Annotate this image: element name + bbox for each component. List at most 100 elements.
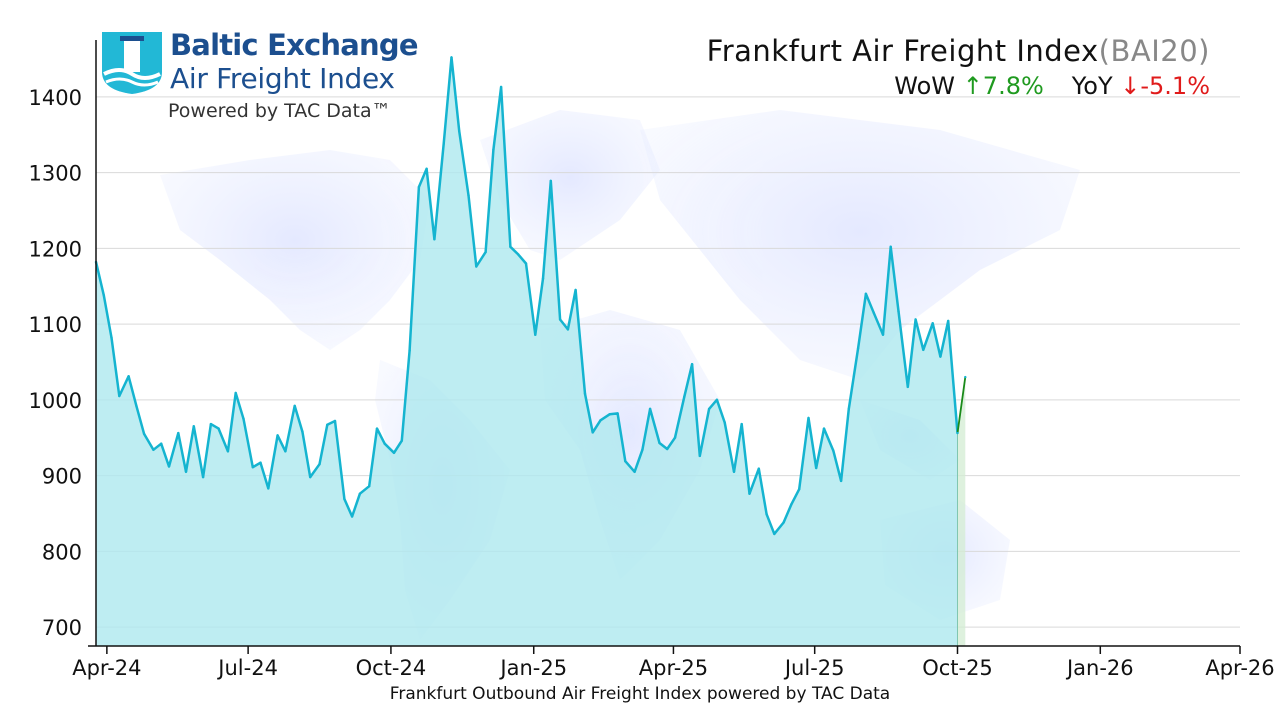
- data-point: [740, 422, 743, 426]
- data-point: [732, 470, 736, 473]
- y-tick-label: 1200: [29, 237, 82, 261]
- data-point: [872, 311, 875, 314]
- data-point: [499, 85, 503, 89]
- data-point: [102, 294, 106, 297]
- data-point: [242, 417, 245, 420]
- data-point: [450, 56, 453, 59]
- data-point: [666, 447, 669, 451]
- y-tick-label: 1000: [29, 389, 82, 413]
- data-point: [931, 322, 934, 325]
- data-point: [408, 349, 411, 352]
- x-tick-label: Oct-24: [356, 656, 427, 680]
- data-point: [757, 467, 760, 470]
- data-point: [624, 460, 627, 463]
- data-point: [748, 492, 751, 495]
- data-point: [160, 442, 163, 445]
- data-point: [152, 448, 155, 451]
- data-point: [475, 265, 478, 268]
- data-point: [524, 262, 528, 265]
- data-point: [343, 497, 346, 501]
- data-point: [566, 328, 570, 331]
- data-point: [301, 430, 304, 433]
- data-point: [790, 503, 793, 506]
- wow-label: WoW: [894, 72, 956, 100]
- data-point: [127, 375, 130, 378]
- data-point: [673, 436, 677, 439]
- data-point: [658, 441, 661, 445]
- data-point: [773, 532, 776, 536]
- x-tick-label: Jul-24: [216, 656, 278, 680]
- data-point: [683, 395, 686, 398]
- data-point: [815, 466, 818, 470]
- y-tick-label: 900: [42, 465, 82, 489]
- data-point: [484, 250, 487, 254]
- data-point: [458, 129, 461, 133]
- series-area-fill: [96, 57, 958, 646]
- data-point: [425, 167, 428, 170]
- data-point: [442, 142, 445, 145]
- data-point: [517, 253, 520, 256]
- data-point: [368, 485, 371, 488]
- data-point: [375, 427, 379, 430]
- data-point: [267, 487, 270, 490]
- data-point: [400, 439, 403, 442]
- data-point: [192, 425, 195, 428]
- data-point: [648, 407, 652, 411]
- data-point: [897, 310, 900, 313]
- data-point: [110, 336, 113, 339]
- baltic-exchange-logo: Baltic Exchange Air Freight Index Powere…: [100, 28, 430, 128]
- data-point: [939, 355, 942, 358]
- data-point: [358, 492, 362, 495]
- data-point: [318, 463, 321, 466]
- data-point: [217, 427, 220, 430]
- data-point: [142, 432, 146, 436]
- x-tick-label: Jul-25: [783, 656, 845, 680]
- y-tick-label: 1300: [29, 162, 82, 186]
- data-point: [509, 245, 512, 248]
- y-tick-label: 1100: [29, 313, 82, 337]
- lighthouse-logo-icon: [102, 32, 162, 94]
- data-point: [326, 423, 329, 426]
- x-tick-label: Oct-25: [922, 656, 993, 680]
- data-point: [956, 431, 959, 435]
- data-point: [549, 179, 552, 183]
- data-point: [839, 479, 843, 483]
- data-point: [574, 288, 577, 292]
- chart-title: Frankfurt Air Freight Index(BAI20): [707, 34, 1210, 68]
- data-point: [558, 318, 562, 321]
- data-point: [226, 450, 230, 453]
- data-point: [201, 475, 205, 479]
- data-point: [135, 404, 138, 408]
- data-point: [251, 466, 254, 469]
- data-point: [881, 333, 885, 336]
- data-point: [333, 419, 337, 423]
- data-point: [591, 431, 594, 434]
- y-tick-label: 700: [42, 616, 82, 640]
- data-point: [723, 421, 726, 424]
- data-point: [284, 450, 287, 453]
- arrow-up-icon: ↑: [962, 72, 983, 100]
- data-point: [765, 513, 768, 516]
- data-point: [234, 391, 237, 395]
- data-point: [534, 333, 537, 336]
- wow-value: 7.8%: [982, 72, 1044, 100]
- data-point: [698, 454, 701, 458]
- data-point: [707, 407, 711, 411]
- data-point: [383, 442, 386, 445]
- data-point: [259, 461, 262, 464]
- x-tick-label: Apr-24: [72, 656, 141, 680]
- data-point: [433, 238, 436, 241]
- x-tick-label: Jan-25: [498, 656, 567, 680]
- series-area: [94, 56, 967, 646]
- axes: [88, 40, 1240, 647]
- data-point: [856, 347, 860, 350]
- data-point: [276, 434, 279, 437]
- logo-subtitle: Air Freight Index: [170, 62, 395, 95]
- data-point: [616, 412, 619, 415]
- data-point: [467, 194, 470, 197]
- data-point: [715, 398, 719, 401]
- data-point: [906, 385, 909, 389]
- y-tick-label: 1400: [29, 86, 82, 110]
- data-point: [309, 475, 312, 479]
